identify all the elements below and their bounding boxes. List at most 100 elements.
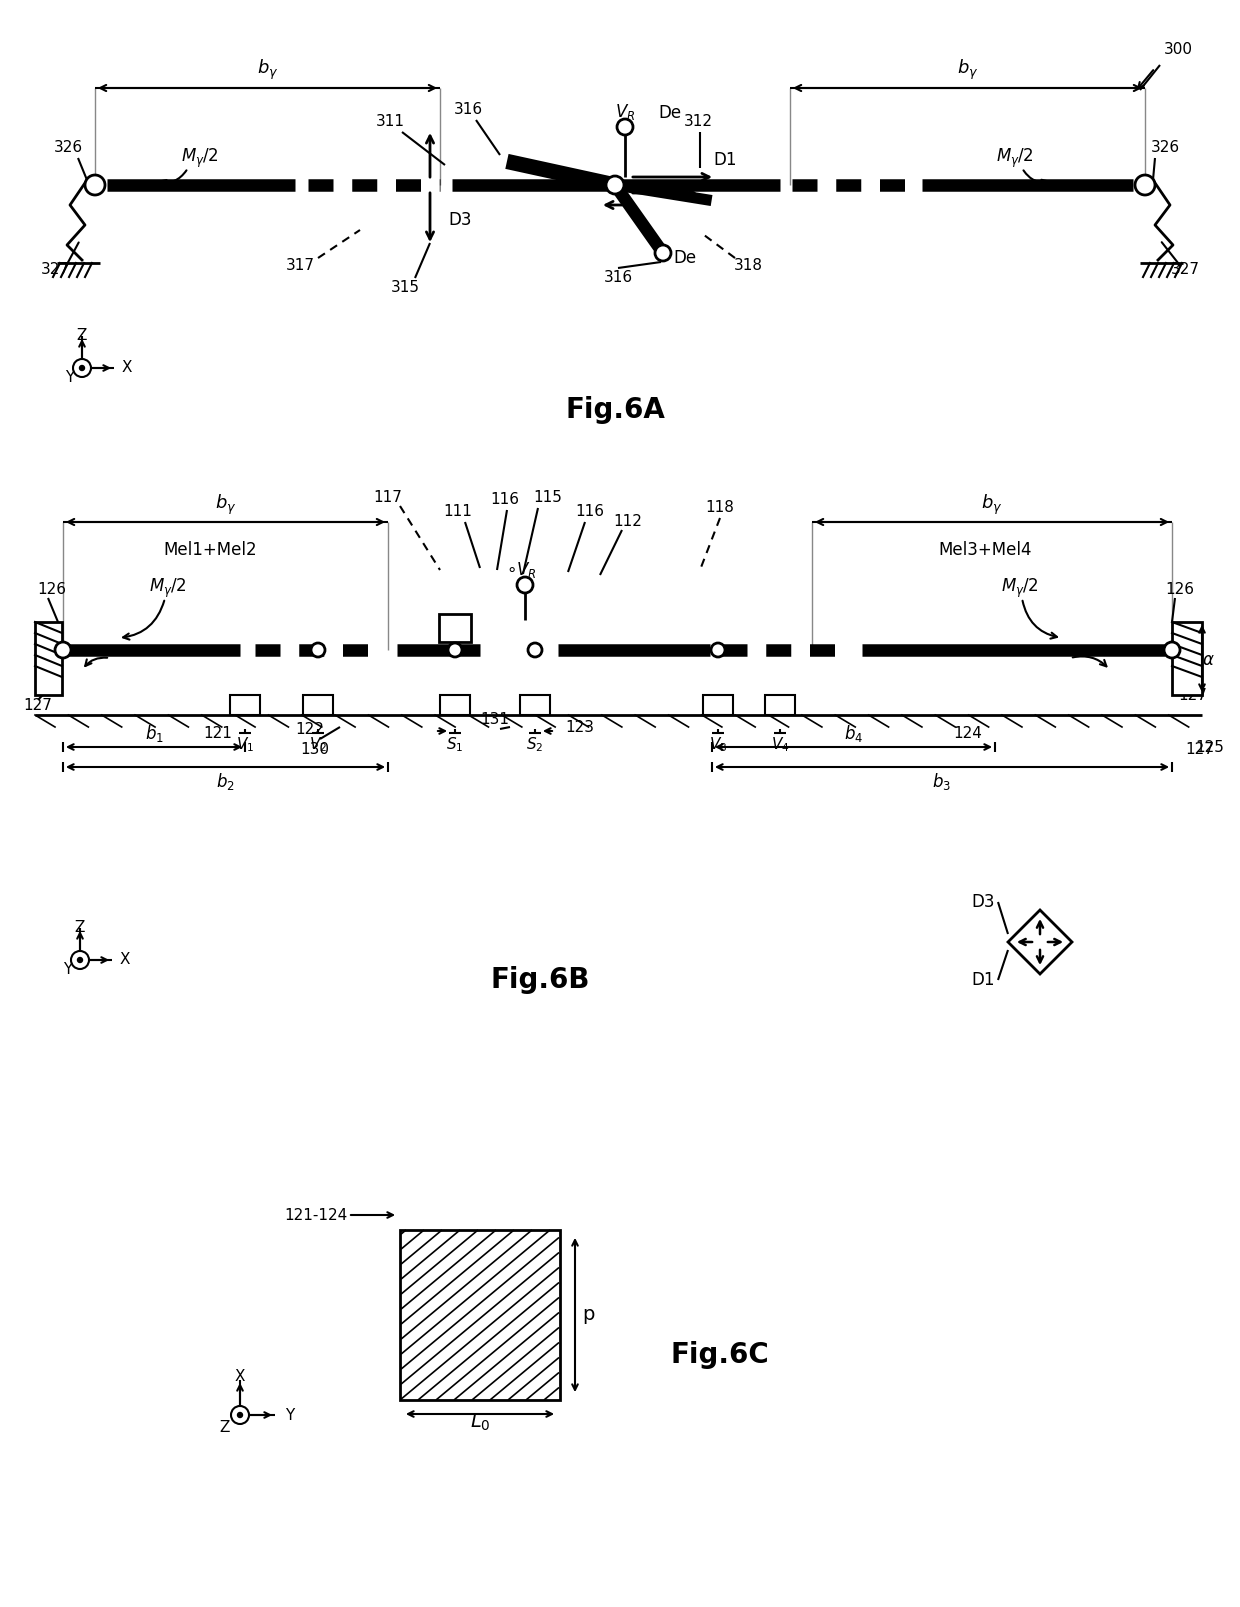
Text: 300: 300	[1163, 42, 1193, 58]
Text: 124: 124	[954, 725, 982, 741]
Text: 118: 118	[706, 500, 734, 516]
Bar	[229, 694, 260, 715]
Text: 123: 123	[565, 720, 594, 734]
Text: 130: 130	[300, 741, 330, 757]
Text: 111: 111	[444, 505, 472, 519]
Text: 131: 131	[481, 712, 510, 726]
Text: Z: Z	[77, 328, 87, 342]
Text: $b_2$: $b_2$	[216, 770, 234, 792]
Circle shape	[86, 175, 105, 194]
Text: $b_\gamma$: $b_\gamma$	[957, 58, 978, 82]
Circle shape	[618, 119, 632, 135]
Text: 326: 326	[53, 140, 83, 156]
Text: $M_\gamma/2$: $M_\gamma/2$	[1001, 577, 1039, 599]
Text: p: p	[582, 1305, 594, 1324]
Text: 317: 317	[285, 257, 315, 273]
Text: 126: 126	[37, 582, 66, 598]
Text: $V_4$: $V_4$	[771, 736, 790, 754]
Text: 127: 127	[1178, 688, 1208, 702]
Text: 127: 127	[24, 697, 52, 712]
Text: Mel1+Mel2: Mel1+Mel2	[164, 542, 257, 559]
Text: $b_4$: $b_4$	[844, 723, 863, 744]
Circle shape	[73, 358, 91, 378]
Bar	[520, 694, 551, 715]
Bar	[303, 694, 334, 715]
Text: X: X	[234, 1369, 246, 1384]
Text: 326: 326	[1151, 140, 1179, 156]
Text: X: X	[122, 360, 133, 376]
Bar	[703, 694, 733, 715]
Text: 121-124: 121-124	[285, 1207, 348, 1223]
Circle shape	[711, 643, 725, 657]
Circle shape	[1135, 175, 1154, 194]
Circle shape	[1164, 643, 1180, 657]
Text: $b_\gamma$: $b_\gamma$	[981, 493, 1003, 517]
Text: 112: 112	[614, 514, 642, 529]
Text: $M_\gamma/2$: $M_\gamma/2$	[149, 577, 187, 599]
Bar	[439, 614, 471, 643]
Text: $b_\gamma$: $b_\gamma$	[215, 493, 237, 517]
Text: $b_1$: $b_1$	[145, 723, 164, 744]
Text: 327: 327	[41, 262, 69, 278]
Bar	[440, 694, 470, 715]
Text: 122: 122	[295, 722, 325, 736]
Text: $\alpha$: $\alpha$	[1202, 651, 1214, 669]
Text: D1: D1	[713, 151, 737, 169]
Text: Z: Z	[74, 919, 86, 935]
Text: $b_\gamma$: $b_\gamma$	[257, 58, 278, 82]
Text: Fig.6C: Fig.6C	[671, 1340, 769, 1369]
Text: Y: Y	[285, 1408, 294, 1422]
Text: $V_2$: $V_2$	[309, 736, 327, 754]
Text: $V_3$: $V_3$	[709, 736, 727, 754]
Text: X: X	[120, 953, 130, 967]
Text: $\circ V_R$: $\circ V_R$	[506, 559, 537, 580]
Text: De: De	[658, 104, 682, 122]
Text: $b_3$: $b_3$	[932, 770, 951, 792]
Text: Fig.6B: Fig.6B	[490, 966, 590, 995]
Text: 311: 311	[376, 114, 404, 130]
Bar	[35, 622, 62, 694]
Text: D3: D3	[971, 893, 994, 911]
Text: 115: 115	[533, 490, 563, 506]
Text: 316: 316	[604, 270, 632, 286]
Text: $L_0$: $L_0$	[470, 1411, 490, 1433]
Text: Y: Y	[64, 371, 74, 386]
Text: 126: 126	[1166, 582, 1194, 598]
Text: 121: 121	[203, 725, 232, 741]
Text: 125: 125	[1195, 739, 1224, 755]
Circle shape	[528, 643, 542, 657]
Text: D3: D3	[448, 211, 471, 230]
Polygon shape	[1008, 910, 1073, 974]
Text: $S_1$: $S_1$	[446, 736, 464, 754]
Circle shape	[448, 643, 463, 657]
Circle shape	[517, 577, 533, 593]
Circle shape	[606, 177, 624, 194]
Text: 327: 327	[1171, 262, 1199, 278]
Text: 315: 315	[391, 281, 419, 296]
Text: 318: 318	[734, 257, 763, 273]
Text: 116: 116	[575, 505, 605, 519]
Text: $S_2$: $S_2$	[526, 736, 543, 754]
Circle shape	[231, 1406, 249, 1424]
Circle shape	[77, 958, 83, 963]
Bar	[401, 1231, 559, 1400]
Text: Fig.6A: Fig.6A	[565, 395, 665, 424]
Text: 116: 116	[491, 492, 520, 508]
Text: $V_1$: $V_1$	[236, 736, 254, 754]
Circle shape	[79, 365, 84, 371]
Circle shape	[55, 643, 71, 657]
Text: $M_\gamma/2$: $M_\gamma/2$	[996, 146, 1034, 170]
Text: Y: Y	[63, 963, 72, 977]
Bar	[1172, 622, 1202, 694]
Text: 312: 312	[683, 114, 713, 130]
Text: 127: 127	[1185, 741, 1214, 757]
Text: D1: D1	[971, 971, 994, 988]
Circle shape	[238, 1413, 243, 1417]
Text: 117: 117	[373, 490, 403, 506]
Text: $M_\gamma/2$: $M_\gamma/2$	[181, 146, 218, 170]
Circle shape	[655, 244, 671, 260]
Bar	[401, 1229, 560, 1400]
Text: Z: Z	[219, 1419, 229, 1435]
Text: De: De	[673, 249, 697, 267]
Bar	[765, 694, 795, 715]
